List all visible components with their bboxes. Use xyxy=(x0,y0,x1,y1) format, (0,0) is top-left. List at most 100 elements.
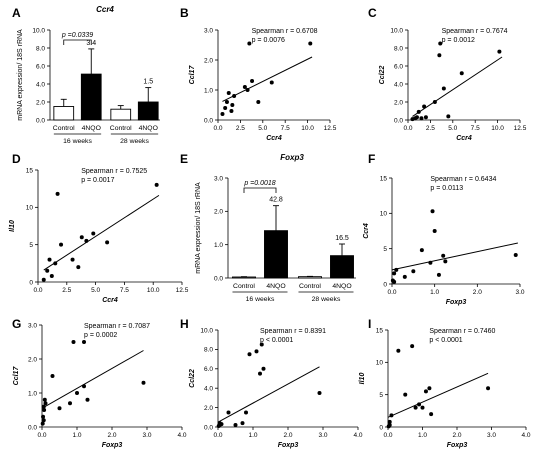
panel-c-x-tick-label: 7.5 xyxy=(471,125,480,132)
panel-c-y-tick-label: 10.0 xyxy=(390,27,403,34)
panel-d-point xyxy=(41,277,46,282)
panel-i-point xyxy=(387,423,392,428)
panel-c-point xyxy=(438,41,443,46)
panel-d-y-tick-label: 5 xyxy=(29,242,33,249)
panel-g-stat-p: p = 0.0002 xyxy=(84,332,117,339)
panel-i-point xyxy=(410,344,415,349)
panel-f-point xyxy=(428,260,433,265)
panel-h-stat-r: Spearman r = 0.8391 xyxy=(260,328,326,335)
panel-d-y-tick-label: 15 xyxy=(26,167,34,174)
panel-h-x-tick-label: 2.0 xyxy=(283,432,292,439)
panel-a-y-tick-label: 4.0 xyxy=(36,81,45,88)
panel-g-point xyxy=(57,406,62,411)
panel-a-category-label: 4NQO xyxy=(139,125,158,132)
panel-a-significance-bracket xyxy=(63,39,92,45)
panel-h-y-tick-label: 4.0 xyxy=(204,386,213,393)
panel-e-y-tick-label: 1.0 xyxy=(214,242,223,249)
panel-a-bar xyxy=(110,108,132,121)
panel-i-y-label: Il10 xyxy=(359,373,366,385)
panel-f-y-label: Ccr4 xyxy=(363,223,370,239)
panel-f-x-tick-label: 2.0 xyxy=(473,289,482,296)
panel-c-x-tick-label: 2.5 xyxy=(426,125,435,132)
panel-c-y-tick-label: 4.0 xyxy=(394,81,403,88)
panel-g-y-tick-label: 0.0 xyxy=(28,424,37,431)
panel-d-point xyxy=(47,257,52,262)
panel-g-point xyxy=(141,380,146,385)
panel-label-i: I xyxy=(368,317,371,331)
panel-f-point xyxy=(392,279,397,284)
panel-b-x-tick-label: 2.5 xyxy=(236,125,245,132)
panel-i-fit-line xyxy=(387,372,489,418)
panel-d-point xyxy=(70,257,75,262)
panel-f: 0 5 10 15 0.0 1.0 2.0 3.0 Spearman r = 0.6434 p =… xyxy=(363,175,525,306)
panel-a-y-tick-label: 0.0 xyxy=(36,117,45,124)
panel-c-point xyxy=(497,49,502,54)
panel-g-point xyxy=(68,401,72,406)
panel-a-bar xyxy=(53,106,75,121)
panel-i-point xyxy=(486,386,491,391)
panel-d-x-tick-label: 0.0 xyxy=(33,287,42,294)
panel-b-point xyxy=(245,88,250,92)
panel-label-c: C xyxy=(368,6,377,20)
panel-c-y-tick-label: 0.0 xyxy=(394,117,403,124)
panel-d-x-tick-label: 5.0 xyxy=(91,287,100,294)
panel-b-y-tick-label: 2.0 xyxy=(204,57,213,64)
panel-i-x-tick-label: 0.0 xyxy=(383,432,392,439)
panel-label-a: A xyxy=(12,6,21,20)
panel-c-point xyxy=(432,100,437,104)
panel-b-point xyxy=(220,112,225,116)
panel-i-y-tick-label: 15 xyxy=(376,327,384,334)
panel-d-y-label: Il10 xyxy=(9,220,16,232)
panel-f-point xyxy=(513,253,518,258)
panel-h-y-tick-label: 6.0 xyxy=(204,366,213,373)
panel-d-point xyxy=(105,240,110,245)
panel-h-point xyxy=(247,352,252,357)
panel-c-point xyxy=(446,114,451,119)
panel-a-y-label: mRNA expression/ 18S rRNA xyxy=(17,29,24,121)
panel-i-x-tick-label: 3.0 xyxy=(487,432,496,439)
panel-i-y-tick-label: 5 xyxy=(379,392,383,399)
panel-d-point xyxy=(53,261,58,266)
panel-f-point xyxy=(392,271,397,276)
panel-e-bar xyxy=(330,255,354,279)
panel-e-bar xyxy=(232,276,256,279)
panel-f-y-tick-label: 15 xyxy=(380,175,388,182)
panel-i-point xyxy=(429,412,434,417)
panel-e-category-label: Control xyxy=(233,283,255,290)
panel-d-point xyxy=(76,265,81,270)
panel-i-x-tick-label: 1.0 xyxy=(418,432,427,439)
panel-b-x-tick-label: 5.0 xyxy=(258,125,267,132)
panel-e-y-tick-label: 2.0 xyxy=(214,209,223,216)
panel-h-point xyxy=(244,410,248,415)
panel-c-point xyxy=(414,115,419,120)
panel-h-y-tick-label: 2.0 xyxy=(204,405,213,412)
panel-b-stat-p: p = 0.0076 xyxy=(252,37,285,44)
panel-e-fold-label: 16.5 xyxy=(335,235,349,242)
panel-label-b: B xyxy=(180,6,189,20)
panel-a-title: Ccr4 xyxy=(96,5,114,14)
panel-b-y-label: Ccl17 xyxy=(189,65,196,85)
panel-a-y-tick-label: 8.0 xyxy=(36,45,45,52)
panel-h-point xyxy=(226,410,231,415)
panel-d-fit-line xyxy=(43,194,160,271)
panel-h-x-tick-label: 0.0 xyxy=(213,432,222,439)
panel-a-y-tick-label: 6.0 xyxy=(36,63,45,70)
panel-d-y-tick-label: 10 xyxy=(26,205,34,212)
panel-i-x-tick-label: 2.0 xyxy=(452,432,461,439)
panel-b-point xyxy=(308,41,313,46)
panel-c-point xyxy=(422,104,427,109)
panel-b-stat-r: Spearman r = 0.6708 xyxy=(252,28,318,35)
panel-label-d: D xyxy=(12,152,21,166)
panel-label-g: G xyxy=(12,317,21,331)
panel-i-point xyxy=(423,389,428,394)
panel-e-y-tick-label: 0.0 xyxy=(214,275,223,282)
panel-e-title: Foxp3 xyxy=(280,153,304,162)
panel-a-y-tick-label: 10.0 xyxy=(32,27,45,34)
panel-h-x-tick-label: 4.0 xyxy=(353,432,362,439)
panel-d-y-tick-label: 0 xyxy=(29,279,33,286)
panel-f-y-tick-label: 10 xyxy=(380,211,388,218)
panel-d-point xyxy=(79,235,84,240)
panel-i: 0 5 10 15 0.0 1.0 2.0 3.0 4.0 Spearman r = 0.7460… xyxy=(359,327,531,449)
panel-d-stat-p: p = 0.0017 xyxy=(81,177,114,184)
panel-f-point xyxy=(430,209,435,214)
